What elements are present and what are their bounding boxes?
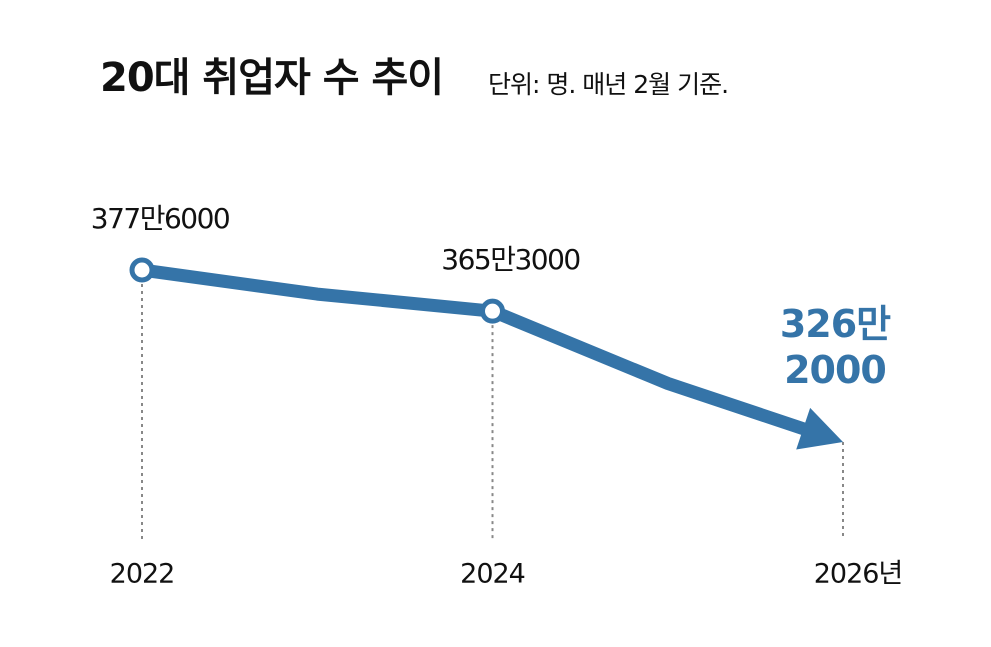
value-label: 326만 2000 (780, 302, 891, 392)
value-label: 365만3000 (441, 243, 579, 276)
chart-title: 20대 취업자 수 추이 (100, 55, 443, 101)
point-marker (480, 298, 505, 324)
x-tick-label: 2022 (110, 559, 175, 590)
point-marker (129, 257, 155, 283)
data-line (141, 263, 817, 439)
x-tick-label: 2026년 (814, 559, 903, 590)
value-label: 377만6000 (91, 202, 229, 235)
arrow-head (796, 407, 843, 450)
chart-subtitle: 단위: 명. 매년 2월 기준. (488, 70, 728, 99)
x-tick-label: 2024 (460, 559, 525, 590)
